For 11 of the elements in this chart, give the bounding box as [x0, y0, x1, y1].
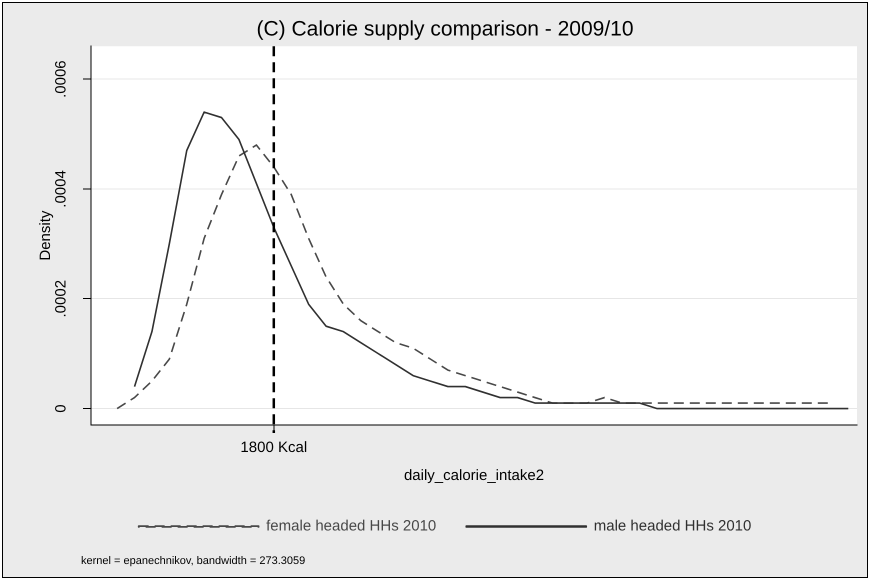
- y-axis-title: Density: [37, 210, 54, 261]
- y-tick-label: .0004: [52, 170, 70, 208]
- y-tick-label: 0: [52, 404, 70, 413]
- chart-title: (C) Calorie supply comparison - 2009/10: [256, 17, 634, 40]
- y-tick-label: .0006: [52, 60, 70, 98]
- text: female headed HHs 2010: [266, 518, 436, 535]
- x-axis-title: daily_calorie_intake2: [404, 467, 544, 484]
- y-tick-label: .0002: [52, 280, 70, 318]
- text: kernel = epanechnikov, bandwidth = 273.3059: [81, 555, 306, 567]
- text: male headed HHs 2010: [594, 518, 752, 535]
- x-tick-label: 1800 Kcal: [240, 439, 308, 456]
